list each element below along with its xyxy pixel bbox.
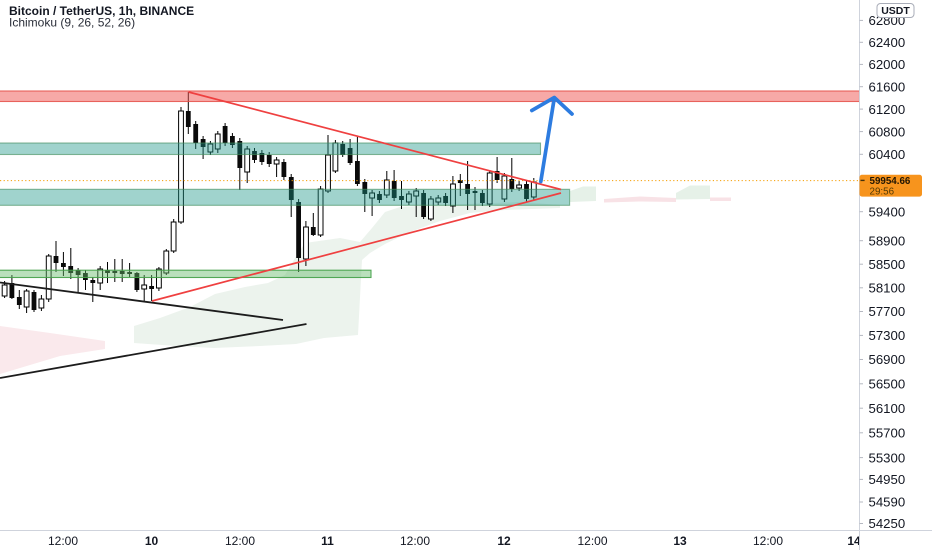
svg-text:56900: 56900 [869, 352, 906, 367]
svg-text:62000: 62000 [869, 57, 906, 72]
svg-text:55700: 55700 [869, 426, 906, 441]
svg-text:29:56: 29:56 [870, 186, 895, 197]
svg-text:54950: 54950 [869, 472, 906, 487]
svg-text:58500: 58500 [869, 257, 906, 272]
svg-text:12:00: 12:00 [48, 534, 78, 548]
svg-text:Ichimoku (9, 26, 52, 26): Ichimoku (9, 26, 52, 26) [9, 15, 135, 29]
svg-text:10: 10 [145, 534, 159, 548]
svg-text:14: 14 [847, 534, 861, 548]
svg-text:60800: 60800 [869, 124, 906, 139]
svg-text:11: 11 [321, 534, 334, 548]
svg-text:56500: 56500 [869, 377, 906, 392]
svg-text:57700: 57700 [869, 304, 906, 319]
svg-text:61600: 61600 [869, 79, 906, 94]
svg-text:12:00: 12:00 [577, 534, 607, 548]
svg-text:12:00: 12:00 [225, 534, 255, 548]
svg-text:60400: 60400 [869, 147, 906, 162]
svg-text:13: 13 [673, 534, 687, 548]
svg-text:12: 12 [497, 534, 511, 548]
svg-text:59400: 59400 [869, 204, 906, 219]
svg-text:62400: 62400 [869, 35, 906, 50]
svg-text:56100: 56100 [869, 401, 906, 416]
svg-text:58100: 58100 [869, 281, 906, 296]
svg-text:61200: 61200 [869, 102, 906, 117]
svg-text:USDT: USDT [881, 5, 910, 17]
svg-text:12:00: 12:00 [753, 534, 783, 548]
svg-text:55300: 55300 [869, 450, 906, 465]
svg-text:54250: 54250 [869, 516, 906, 531]
svg-text:57300: 57300 [869, 328, 906, 343]
svg-text:54590: 54590 [869, 495, 906, 510]
svg-text:58900: 58900 [869, 233, 906, 248]
svg-text:12:00: 12:00 [400, 534, 430, 548]
svg-text:59954.66: 59954.66 [870, 176, 911, 187]
